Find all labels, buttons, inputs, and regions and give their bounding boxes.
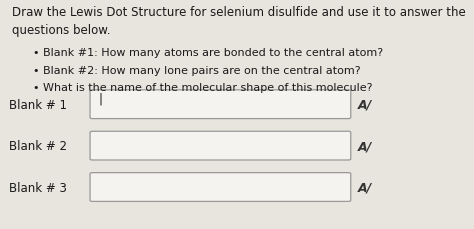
Text: questions below.: questions below. [12, 24, 110, 37]
Text: • What is the name of the molecular shape of this molecule?: • What is the name of the molecular shap… [33, 82, 373, 92]
Text: |: | [98, 93, 102, 105]
Text: A/: A/ [358, 98, 372, 111]
FancyBboxPatch shape [90, 132, 351, 160]
Text: A/: A/ [358, 139, 372, 153]
Text: Blank # 1: Blank # 1 [9, 98, 67, 111]
Text: • Blank #1: How many atoms are bonded to the central atom?: • Blank #1: How many atoms are bonded to… [33, 48, 383, 58]
Text: Blank # 2: Blank # 2 [9, 139, 67, 153]
FancyBboxPatch shape [90, 90, 351, 119]
Text: • Blank #2: How many lone pairs are on the central atom?: • Blank #2: How many lone pairs are on t… [33, 65, 361, 75]
Text: A/: A/ [358, 181, 372, 194]
FancyBboxPatch shape [90, 173, 351, 202]
Text: Blank # 3: Blank # 3 [9, 181, 67, 194]
Text: Draw the Lewis Dot Structure for selenium disulfide and use it to answer the: Draw the Lewis Dot Structure for seleniu… [12, 6, 465, 19]
